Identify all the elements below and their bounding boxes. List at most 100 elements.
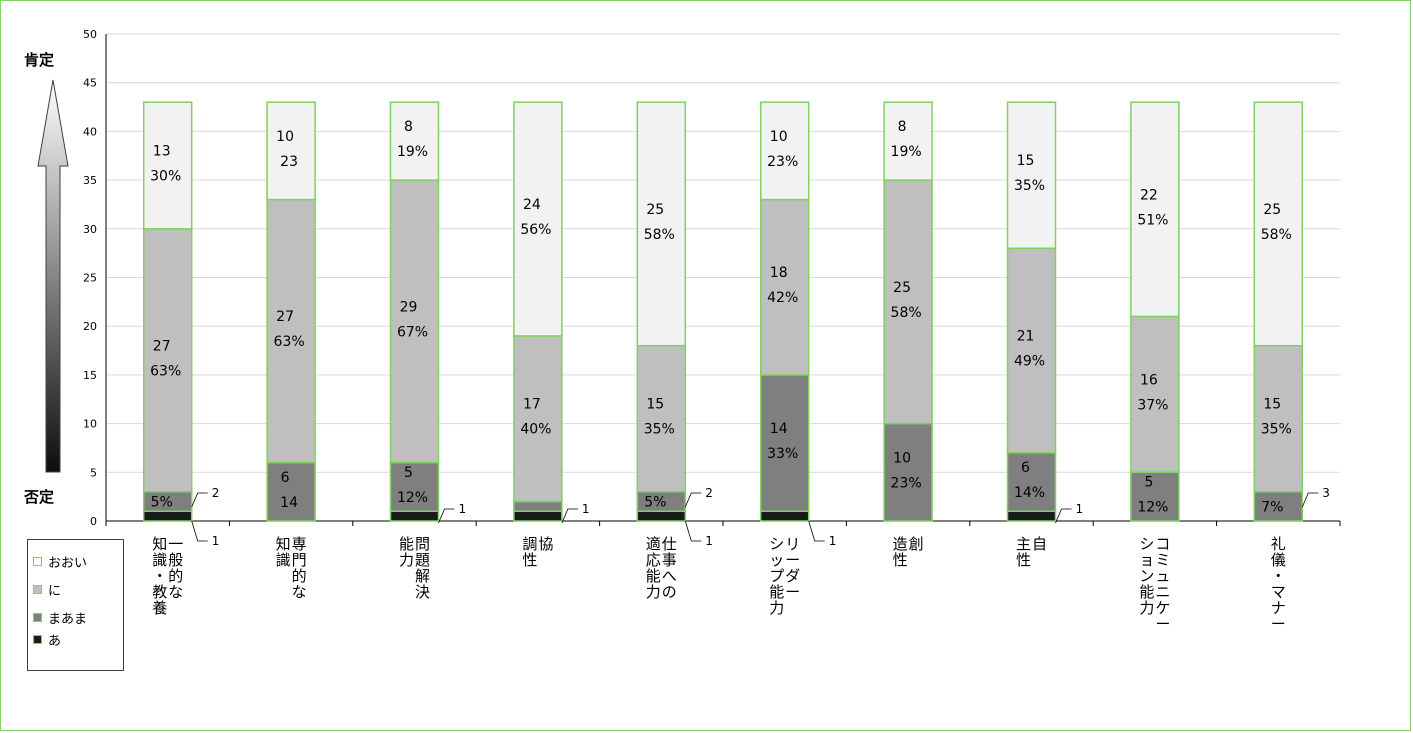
data-label: 5 xyxy=(1144,475,1153,491)
x-category-label: 一般的な xyxy=(168,535,183,601)
data-label: 6 xyxy=(281,470,290,486)
data-label: 15 xyxy=(1017,153,1035,169)
y-tick-label: 0 xyxy=(90,515,97,528)
y-tick-label: 40 xyxy=(83,125,97,138)
data-label: 58% xyxy=(1261,227,1292,243)
callout-leader xyxy=(808,520,825,542)
data-label: 7% xyxy=(1261,499,1283,515)
bar-segment xyxy=(513,510,563,522)
legend-label: まあま xyxy=(48,612,88,627)
data-label: 17 xyxy=(523,397,541,413)
bar-segment xyxy=(266,101,316,201)
callout-label: 1 xyxy=(705,534,713,548)
data-label: 29 xyxy=(400,299,418,315)
callout-label: 1 xyxy=(1076,502,1084,516)
data-label: 8 xyxy=(404,119,413,135)
data-labels: 1330%2763%5%10232763%614819%2967%512%245… xyxy=(150,119,1292,516)
data-label: 12% xyxy=(1137,500,1168,516)
data-label: 18 xyxy=(770,265,788,281)
bar-segment xyxy=(759,510,810,522)
bar-segment xyxy=(513,335,563,503)
bar-segment xyxy=(883,101,933,181)
legend-item: まあま xyxy=(33,608,87,627)
legend-item: に xyxy=(33,580,61,599)
bar-segment xyxy=(389,179,440,464)
bar-segment xyxy=(759,101,810,201)
x-category-label: コミュニケー xyxy=(1155,535,1170,633)
x-category-label: 主性 xyxy=(1016,535,1031,569)
y-axis-ticks: 0 5 10 15 20 25 30 35 40 45 50 xyxy=(83,28,97,528)
legend-swatch xyxy=(33,585,42,594)
bar-segment xyxy=(142,510,193,522)
data-label: 6 xyxy=(1021,460,1030,476)
x-category-label: 創 xyxy=(909,535,924,553)
bar-segment xyxy=(142,228,193,493)
data-label: 49% xyxy=(1014,354,1045,370)
data-label: 33% xyxy=(767,446,798,462)
data-label: 27 xyxy=(153,338,171,354)
data-label: 58% xyxy=(644,227,675,243)
data-label: 30% xyxy=(150,168,181,184)
bar-segment xyxy=(1006,247,1057,454)
data-label: 35% xyxy=(644,422,675,438)
data-label: 12% xyxy=(397,490,428,506)
x-category-label: 専門的な xyxy=(292,535,307,601)
y-tick-label: 45 xyxy=(83,77,97,90)
data-label: 14% xyxy=(1014,485,1045,501)
bar-segment xyxy=(389,510,440,522)
direction-arrow xyxy=(37,79,69,473)
bar-segment xyxy=(513,101,563,337)
bar-segment xyxy=(883,422,933,522)
data-label: 14 xyxy=(280,495,298,511)
data-label: 23 xyxy=(280,154,298,170)
bar-segment xyxy=(266,461,316,522)
bar-segment xyxy=(1006,101,1057,250)
legend-item: あ xyxy=(33,630,61,649)
data-label: 23% xyxy=(767,154,798,170)
data-label: 58% xyxy=(891,305,922,321)
y-tick-label: 10 xyxy=(83,418,97,431)
bar-segment xyxy=(1006,452,1057,513)
bar-segment xyxy=(1130,315,1180,474)
callout-leader xyxy=(191,520,208,542)
x-category-label: 自 xyxy=(1032,535,1047,553)
axis-positive-label: 肯定 xyxy=(24,51,55,69)
x-category-label: 協 xyxy=(538,535,553,553)
x-category-label: シップ能力 xyxy=(769,535,784,617)
callout-label: 1 xyxy=(459,502,467,516)
data-label: 23% xyxy=(891,475,922,491)
callout-label: 1 xyxy=(829,534,837,548)
callout-leader xyxy=(438,508,455,524)
callout-leader xyxy=(1301,492,1319,508)
bars xyxy=(142,101,1304,522)
callouts: 1 2 1 1 1 2 1 1 3 xyxy=(191,486,1330,548)
chart-legend: おおい に まあま あ xyxy=(27,539,124,671)
bar-segment xyxy=(1253,344,1304,493)
x-category-label: 調性 xyxy=(522,535,537,569)
data-label: 63% xyxy=(150,363,181,379)
callout-leader xyxy=(191,492,208,508)
data-label: 14 xyxy=(770,421,788,437)
x-category-label: 造性 xyxy=(893,535,908,569)
data-label: 15 xyxy=(646,397,664,413)
bar-segment xyxy=(1006,510,1057,522)
data-label: 10 xyxy=(770,129,788,145)
data-label: 63% xyxy=(274,334,305,350)
callout-leader xyxy=(684,492,702,508)
data-label: 37% xyxy=(1137,397,1168,413)
x-category-label: リーダー xyxy=(785,535,800,601)
data-label: 21 xyxy=(1017,329,1035,345)
data-label: 27 xyxy=(276,309,294,325)
data-label: 56% xyxy=(520,222,551,238)
data-label: 25 xyxy=(646,202,664,218)
bar-segment xyxy=(1130,471,1180,522)
x-category-label: 適応能力 xyxy=(646,535,661,601)
legend-label: おおい xyxy=(48,556,88,571)
bar-segment xyxy=(1130,101,1180,318)
data-label: 5 xyxy=(404,465,413,481)
bar-segment xyxy=(142,101,193,230)
bar-segment xyxy=(513,500,563,513)
callout-leader xyxy=(684,520,702,542)
data-label: 24 xyxy=(523,197,541,213)
